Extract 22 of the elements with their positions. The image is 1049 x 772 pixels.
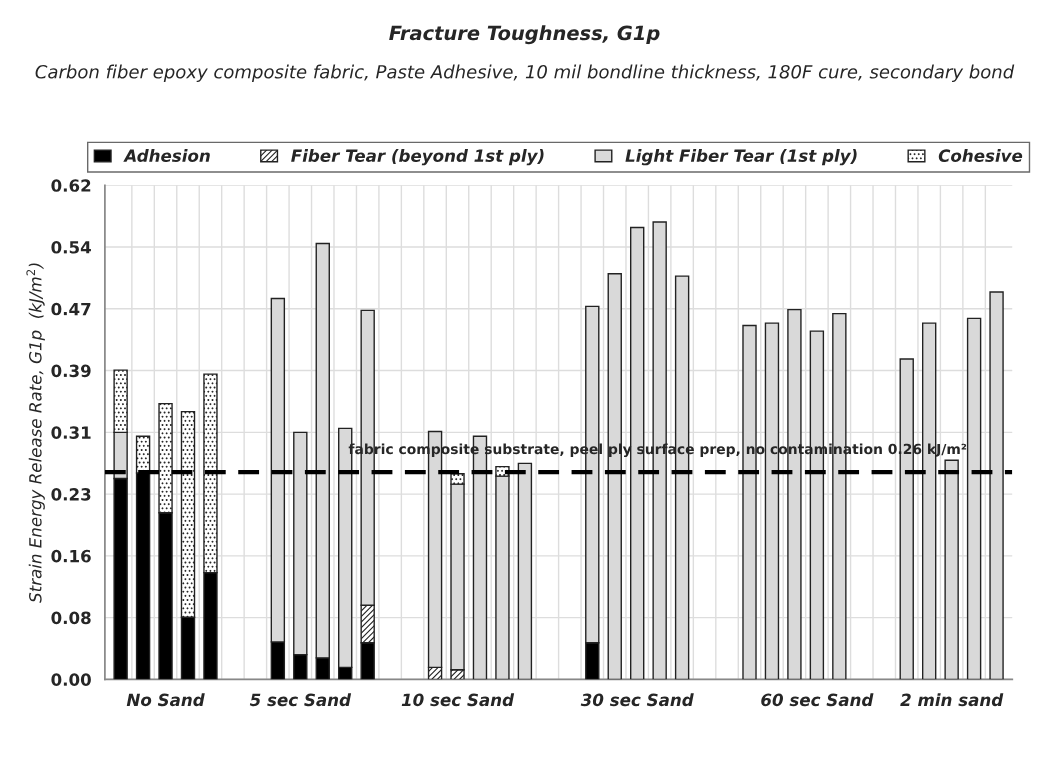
y-tick-label: 0.00 [51,673,91,686]
legend-label: Cohesive [938,149,1023,162]
x-tick-label: 60 sec Sand [761,693,874,707]
y-tick-label: 0.16 [51,549,91,563]
y-tick-label: 0.31 [51,426,91,439]
y-tick-label: 0.54 [51,241,91,254]
y-tick-label: 0.23 [51,488,91,501]
x-tick-label: 2 min sand [900,693,1004,707]
y-tick-label: 0.08 [51,611,91,625]
y-tick-label: 0.39 [51,364,91,378]
chart-title: Fracture Toughness, G1p [389,25,660,45]
y-tick-label: 0.47 [51,302,91,316]
chart-subtitle: Carbon fiber epoxy composite fabric, Paste Adhesive, 10 mil bondline thickness, 180F cure, secondary bond [35,64,1015,83]
legend-label: Light Fiber Tear (1st ply) [625,149,857,166]
x-tick-label: No Sand [126,693,205,707]
y-tick-label: 0.62 [51,179,91,192]
y-axis-title: Strain Energy Release Rate, G1p (kJ/m$^{2}$) [26,263,45,603]
x-tick-label: 10 sec Sand [401,693,515,707]
x-tick-label: 30 sec Sand [580,693,694,707]
x-tick-label: 5 sec Sand [249,693,352,707]
legend-label: Fiber Tear (beyond 1st ply) [291,149,544,166]
legend-label: Adhesion [123,149,210,162]
